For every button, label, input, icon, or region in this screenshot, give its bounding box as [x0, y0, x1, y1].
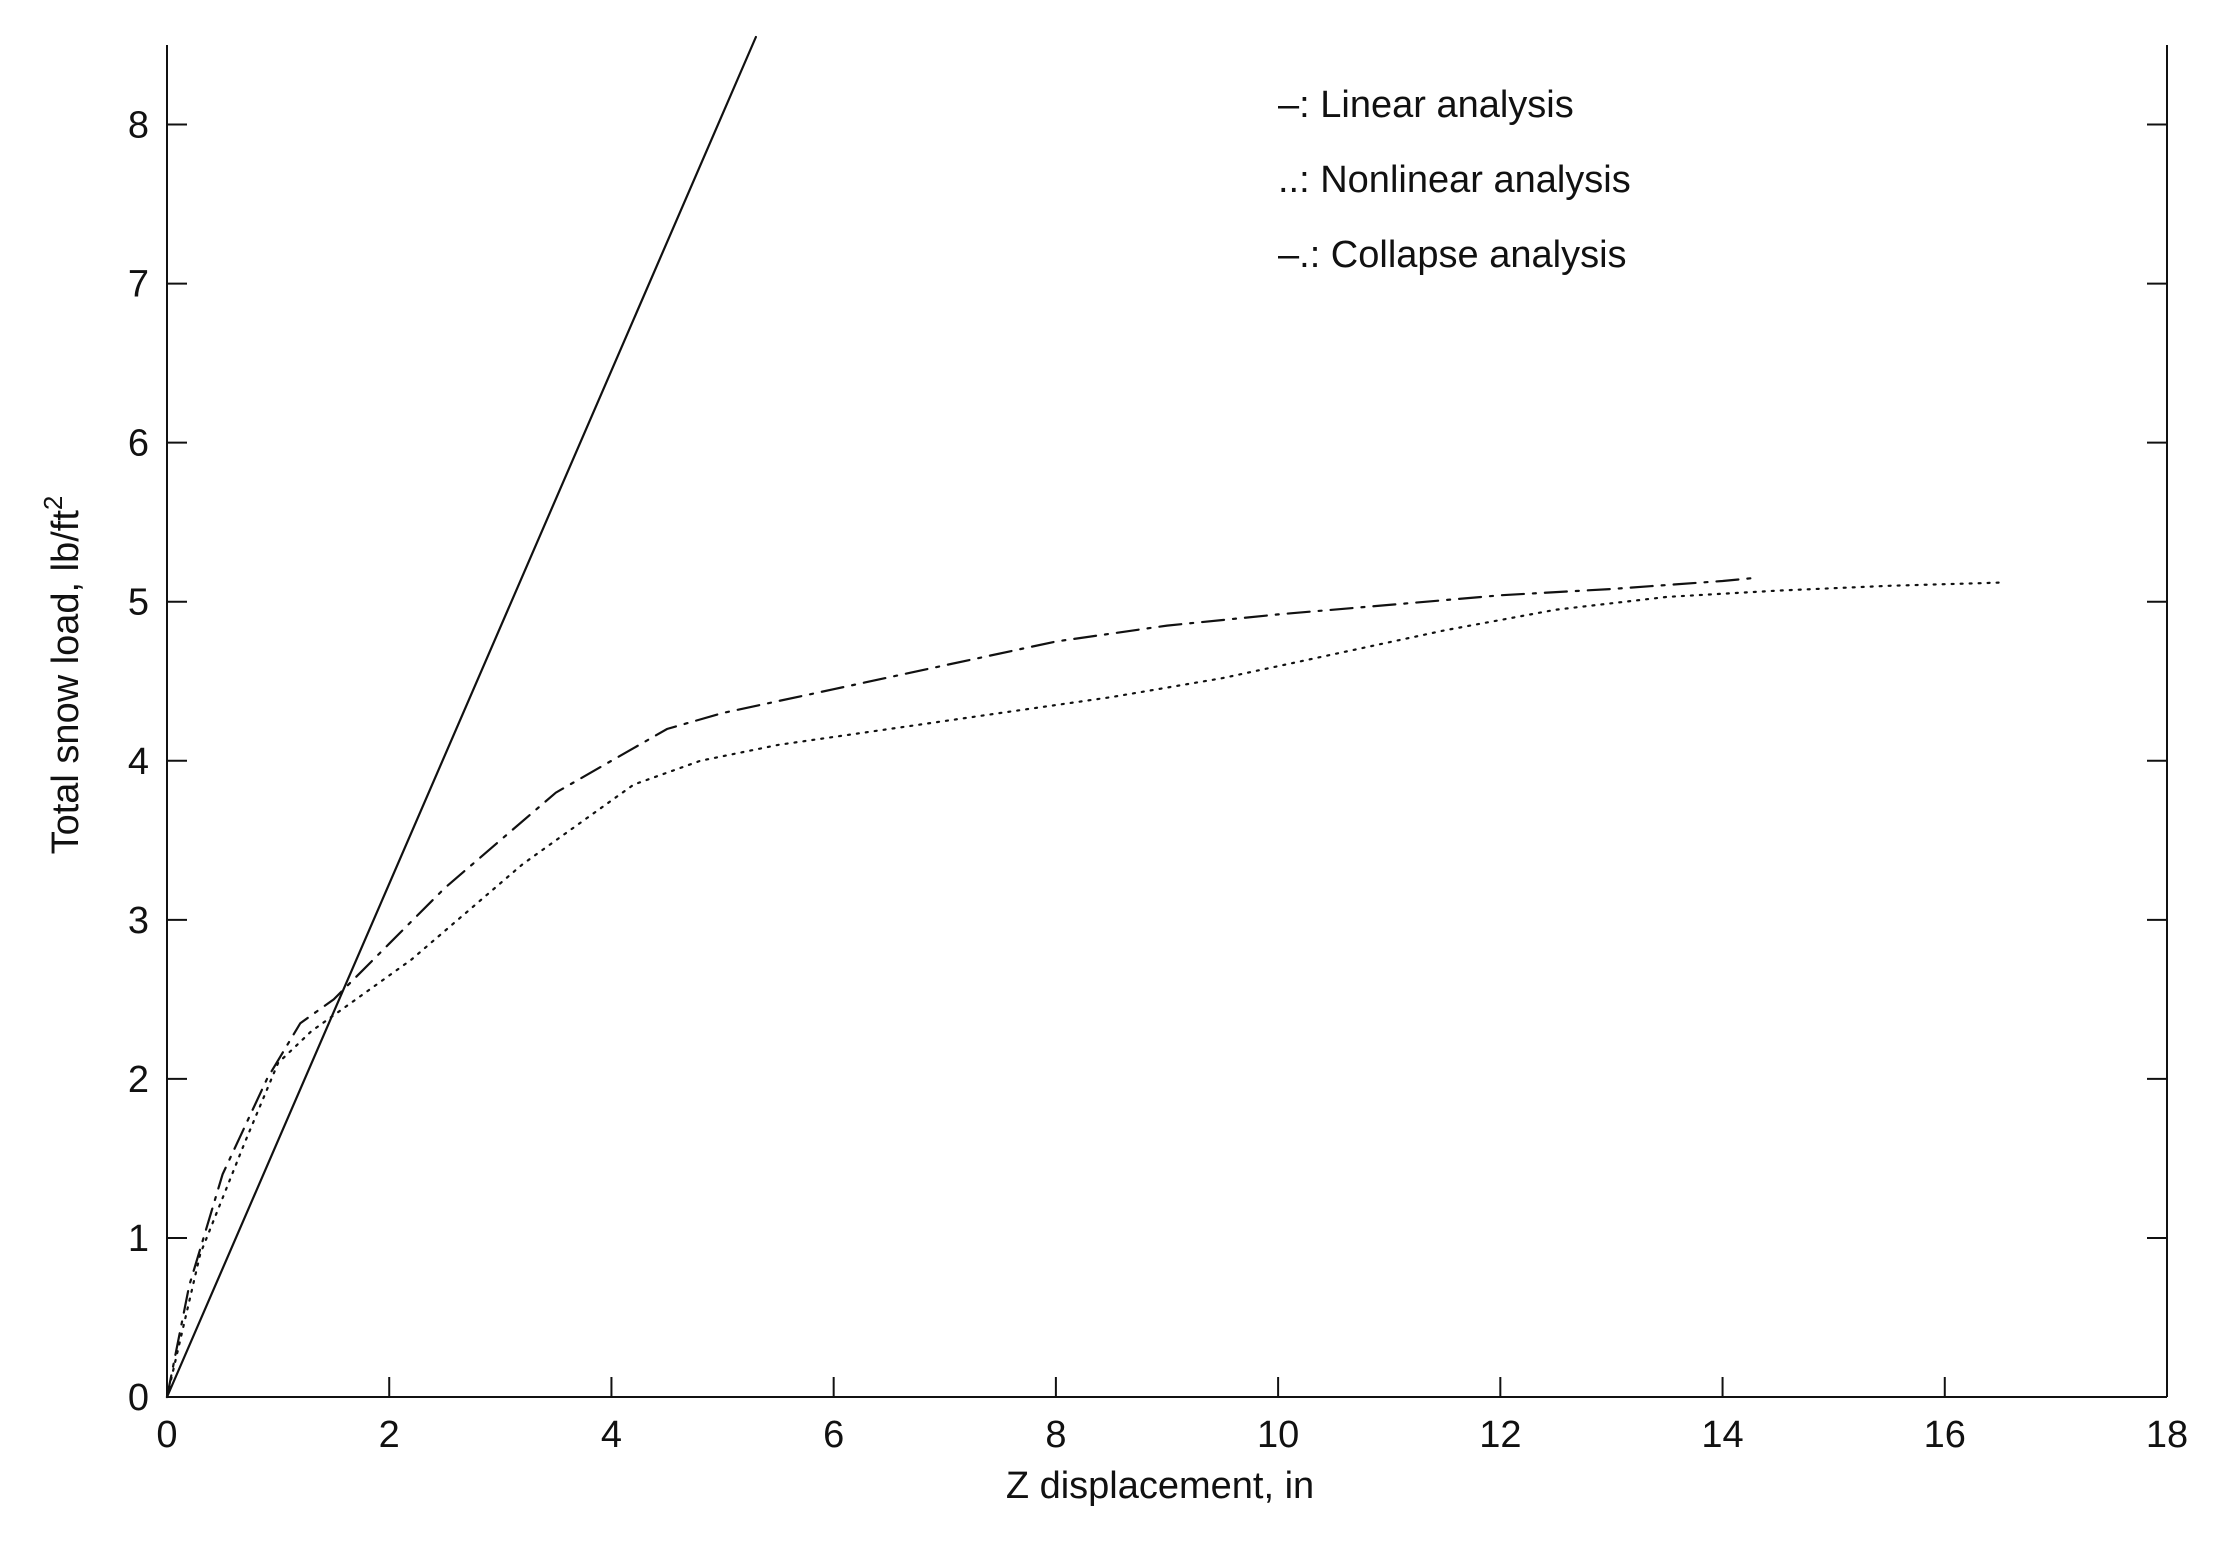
axis-ticks	[166, 123, 2168, 1398]
y-tick-label: 0	[128, 1377, 149, 1419]
y-axis-label-superscript: 2	[38, 496, 68, 510]
x-tick-label: 12	[1479, 1414, 1521, 1456]
plot-frame	[166, 45, 2168, 1398]
legend-entry-nonlinear: ..: Nonlinear analysis	[1278, 159, 1631, 201]
y-tick-label: 2	[128, 1059, 149, 1101]
x-tick-label: 2	[379, 1414, 400, 1456]
y-tick-label: 7	[128, 264, 149, 306]
x-tick-label: 16	[1924, 1414, 1966, 1456]
x-tick-label: 6	[823, 1414, 844, 1456]
y-axis-label-text: Total snow load, lb/ft	[45, 510, 87, 855]
series-layer	[165, 35, 2002, 1399]
x-axis-label: Z displacement, in	[1006, 1465, 1314, 1507]
series-nonlinear-line	[165, 581, 2002, 1399]
x-tick-label: 14	[1701, 1414, 1743, 1456]
y-tick-label: 4	[128, 741, 149, 783]
y-tick-label: 6	[128, 423, 149, 465]
series-collapse-line	[165, 576, 1758, 1399]
x-tick-label: 4	[601, 1414, 622, 1456]
legend: –: Linear analysis ..: Nonlinear analysi…	[1278, 84, 1631, 276]
y-axis-label: Total snow load, lb/ft2	[38, 496, 87, 855]
x-tick-label: 8	[1045, 1414, 1066, 1456]
y-tick-label: 5	[128, 582, 149, 624]
y-tick-label: 3	[128, 900, 149, 942]
legend-entry-collapse: –.: Collapse analysis	[1278, 234, 1627, 276]
y-tick-label: 8	[128, 105, 149, 147]
y-tick-label: 1	[128, 1218, 149, 1260]
series-linear-line	[165, 35, 758, 1399]
x-tick-label: 18	[2146, 1414, 2188, 1456]
x-tick-label: 10	[1257, 1414, 1299, 1456]
legend-entry-linear: –: Linear analysis	[1278, 84, 1574, 126]
x-tick-label: 0	[156, 1414, 177, 1456]
